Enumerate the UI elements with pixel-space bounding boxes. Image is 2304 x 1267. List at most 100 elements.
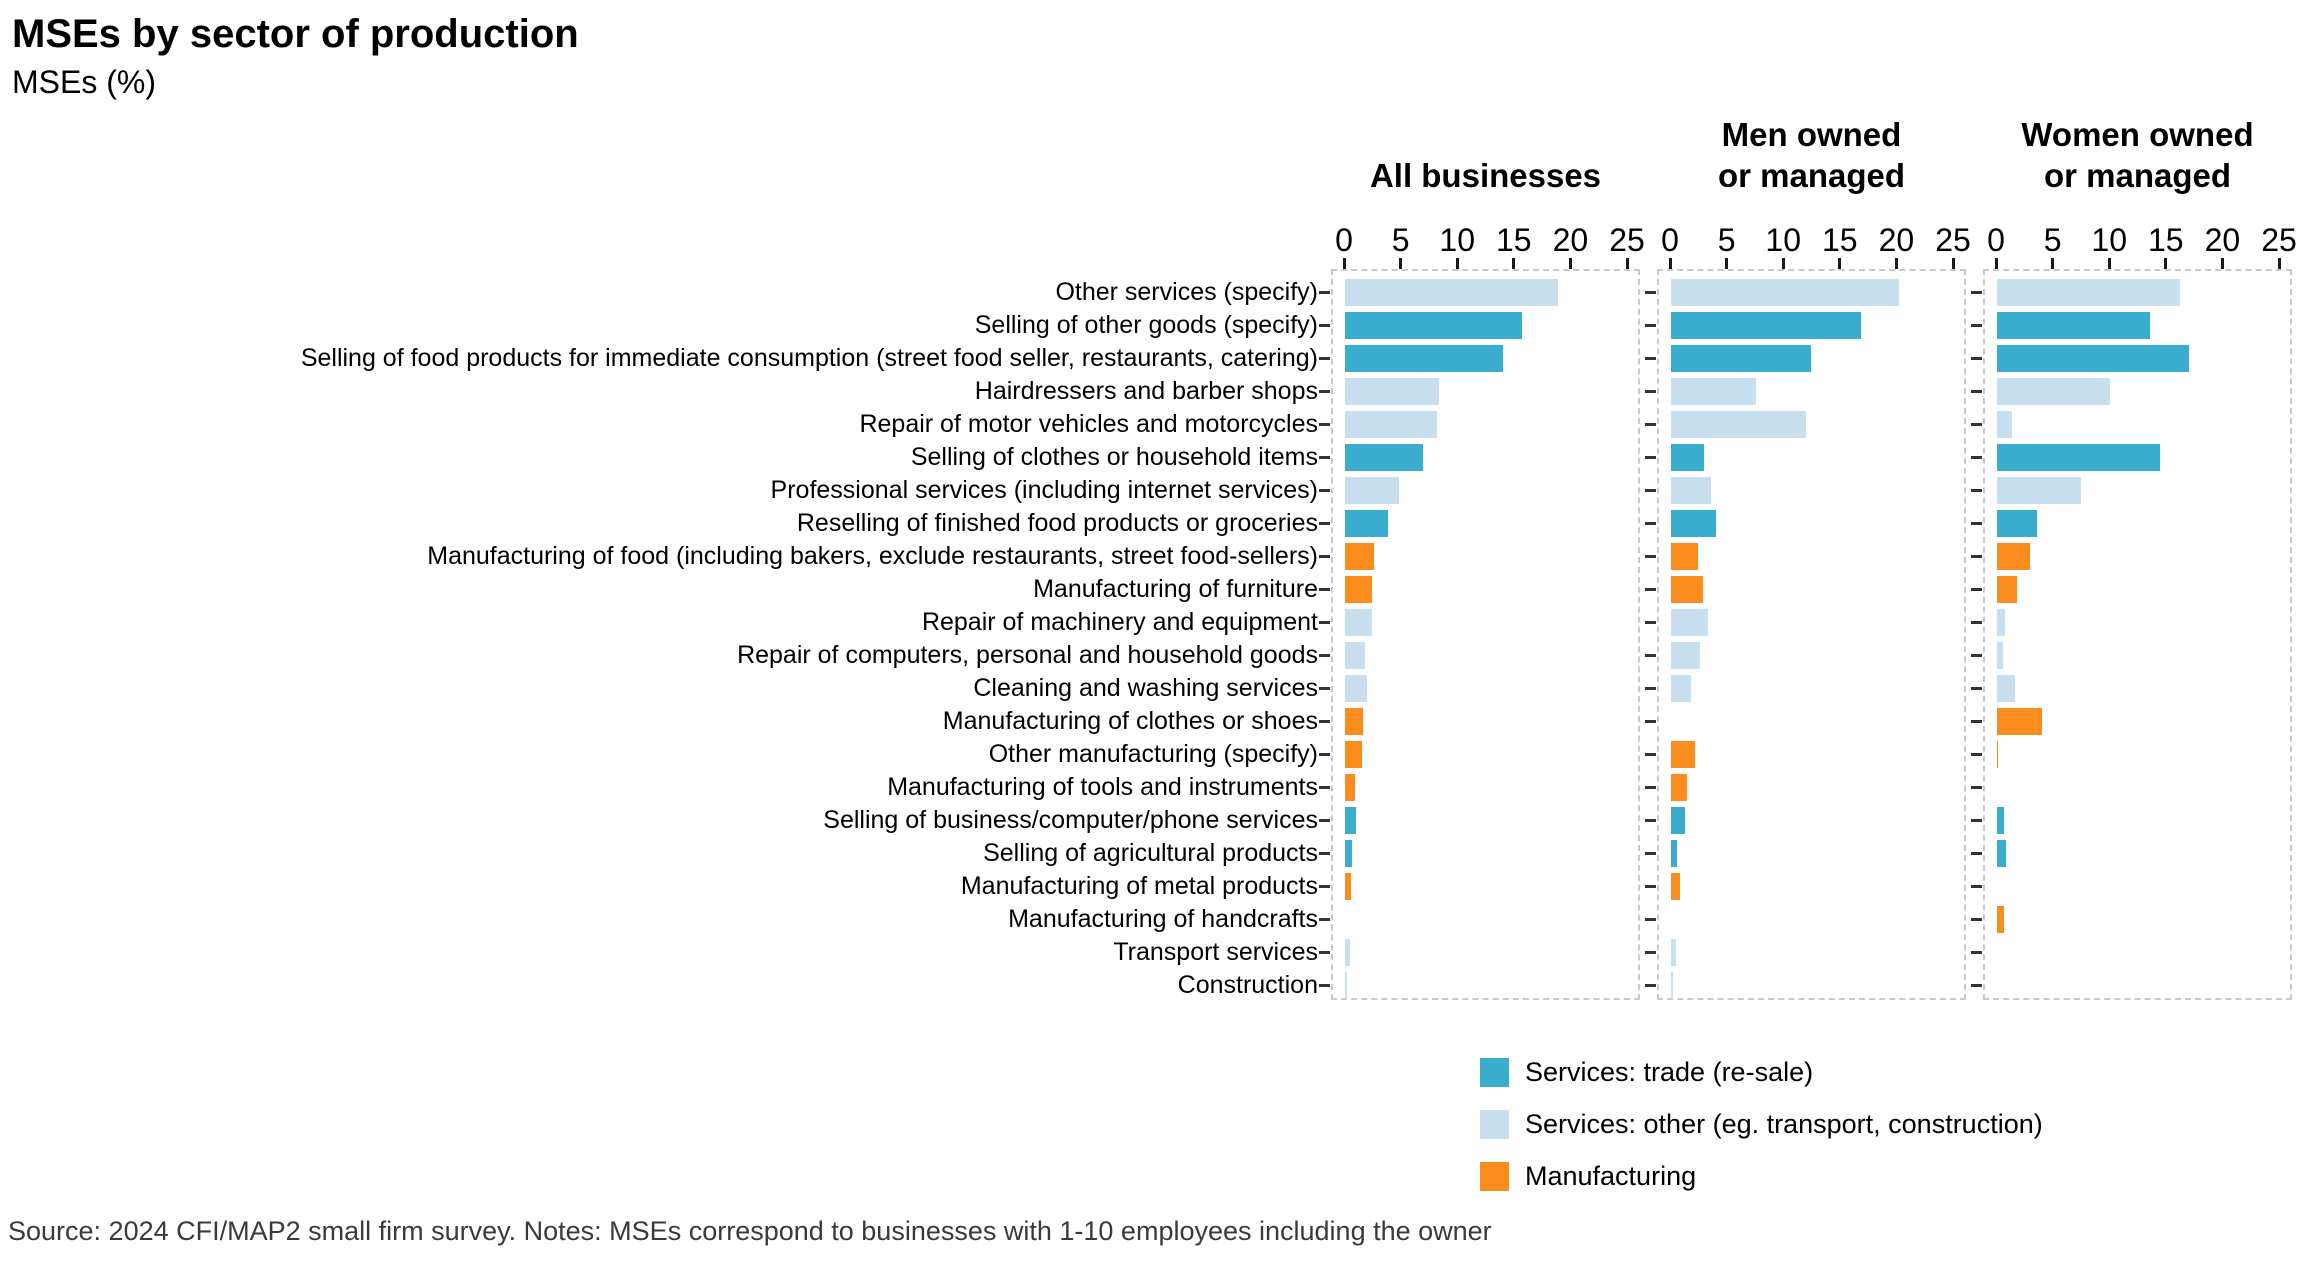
bar bbox=[1671, 774, 1687, 801]
x-axis-tick bbox=[1668, 258, 1672, 269]
y-axis-tick bbox=[1971, 324, 1982, 327]
bar bbox=[1997, 807, 2004, 834]
y-axis-tick bbox=[1319, 489, 1330, 492]
bar bbox=[1997, 477, 2081, 504]
bar bbox=[1671, 411, 1806, 438]
y-axis-tick bbox=[1645, 324, 1656, 327]
bar bbox=[1345, 708, 1364, 735]
y-axis-tick bbox=[1645, 753, 1656, 756]
x-axis-tick-label: 5 bbox=[2043, 222, 2062, 258]
x-axis-tick-label: 0 bbox=[1661, 222, 1679, 258]
y-axis-tick bbox=[1645, 951, 1656, 954]
x-axis-tick bbox=[1994, 258, 1998, 269]
category-label: Other services (specify) bbox=[1055, 278, 1318, 306]
y-axis-tick bbox=[1319, 357, 1330, 360]
panel-border bbox=[1331, 269, 1640, 1000]
bar bbox=[1671, 807, 1685, 834]
x-axis-tick bbox=[2164, 258, 2168, 269]
category-label: Selling of food products for immediate c… bbox=[300, 344, 1318, 372]
legend-label-services-trade: Services: trade (re-sale) bbox=[1525, 1056, 1814, 1087]
x-axis-tick-label: 25 bbox=[1609, 222, 1645, 258]
category-label: Construction bbox=[1177, 971, 1318, 999]
y-axis-tick bbox=[1971, 753, 1982, 756]
bar bbox=[1997, 312, 2150, 339]
bar bbox=[1997, 840, 2007, 867]
x-axis-tick-label: 20 bbox=[1878, 222, 1915, 258]
bar bbox=[1671, 840, 1677, 867]
category-label: Manufacturing of furniture bbox=[1033, 575, 1318, 603]
y-axis-tick bbox=[1319, 687, 1330, 690]
y-axis-tick bbox=[1971, 786, 1982, 789]
legend-item-services-trade: Services: trade (re-sale) bbox=[1480, 1046, 2043, 1098]
y-axis-tick bbox=[1645, 819, 1656, 822]
facet-header: Men owned or managed bbox=[1717, 116, 1906, 194]
bar bbox=[1997, 708, 2043, 735]
bar bbox=[1345, 477, 1400, 504]
y-axis-tick bbox=[1319, 786, 1330, 789]
x-axis-tick bbox=[1342, 258, 1346, 269]
y-axis-tick bbox=[1971, 819, 1982, 822]
bar bbox=[1997, 543, 2030, 570]
y-axis-tick bbox=[1319, 522, 1330, 525]
bar bbox=[1345, 576, 1373, 603]
bar bbox=[1345, 972, 1348, 999]
category-label: Reselling of finished food products or g… bbox=[796, 509, 1318, 537]
x-axis-tick-label: 0 bbox=[1335, 222, 1353, 258]
y-axis-tick bbox=[1319, 819, 1330, 822]
category-label: Repair of machinery and equipment bbox=[921, 608, 1318, 636]
x-axis-tick-label: 10 bbox=[1439, 222, 1475, 258]
bar-chart: All businesses 0 5 10 15 20 25 Men owned or man… bbox=[300, 116, 2297, 1000]
category-label: Repair of computers, personal and househ… bbox=[737, 641, 1318, 669]
x-axis-tick bbox=[1838, 258, 1842, 269]
y-axis-tick bbox=[1971, 984, 1982, 987]
category-label: Selling of agricultural products bbox=[983, 839, 1318, 867]
y-axis-tick bbox=[1971, 720, 1982, 723]
category-label: Manufacturing of tools and instruments bbox=[887, 773, 1318, 801]
category-label: Transport services bbox=[1113, 938, 1318, 966]
y-axis-tick bbox=[1319, 456, 1330, 459]
x-axis-tick-label: 20 bbox=[1552, 222, 1589, 258]
bar bbox=[1671, 642, 1701, 669]
y-axis-tick bbox=[1319, 555, 1330, 558]
bar bbox=[1671, 444, 1704, 471]
y-axis-tick bbox=[1645, 984, 1656, 987]
panel-border bbox=[1983, 269, 2292, 1000]
bar bbox=[1345, 312, 1522, 339]
category-label: Manufacturing of clothes or shoes bbox=[942, 707, 1318, 735]
x-axis-tick bbox=[1625, 258, 1629, 269]
y-axis-tick bbox=[1971, 951, 1982, 954]
bar bbox=[1345, 609, 1373, 636]
y-axis-tick bbox=[1645, 291, 1656, 294]
legend-swatch-services-trade bbox=[1480, 1057, 1509, 1087]
y-axis-tick bbox=[1971, 588, 1982, 591]
x-axis-tick-label: 0 bbox=[1987, 222, 2005, 258]
facet-header: All businesses bbox=[1369, 157, 1602, 194]
legend-label-manufacturing: Manufacturing bbox=[1525, 1160, 1697, 1191]
y-axis-tick bbox=[1319, 984, 1330, 987]
bar bbox=[1997, 609, 2005, 636]
category-label: Manufacturing of food (including bakers,… bbox=[427, 542, 1318, 570]
y-axis-tick bbox=[1319, 885, 1330, 888]
legend-swatch-manufacturing bbox=[1480, 1161, 1509, 1191]
bar bbox=[1345, 939, 1350, 966]
x-axis-tick-label: 25 bbox=[1935, 222, 1971, 258]
y-axis-tick bbox=[1319, 390, 1330, 393]
x-axis-tick bbox=[1455, 258, 1459, 269]
bar bbox=[1997, 345, 2190, 372]
bar bbox=[1345, 741, 1362, 768]
bar bbox=[1671, 279, 1899, 306]
y-axis-tick bbox=[1645, 687, 1656, 690]
bar bbox=[1997, 741, 1999, 768]
x-axis-tick bbox=[1781, 258, 1785, 269]
y-axis-tick bbox=[1971, 390, 1982, 393]
bar bbox=[1997, 378, 2111, 405]
y-axis-tick bbox=[1971, 456, 1982, 459]
y-axis-tick bbox=[1645, 456, 1656, 459]
bar bbox=[1997, 642, 2003, 669]
y-axis-tick bbox=[1971, 687, 1982, 690]
y-axis-tick bbox=[1645, 390, 1656, 393]
y-axis-tick bbox=[1319, 852, 1330, 855]
y-axis-tick bbox=[1319, 588, 1330, 591]
x-axis-tick bbox=[1725, 258, 1729, 269]
y-axis-tick bbox=[1319, 951, 1330, 954]
